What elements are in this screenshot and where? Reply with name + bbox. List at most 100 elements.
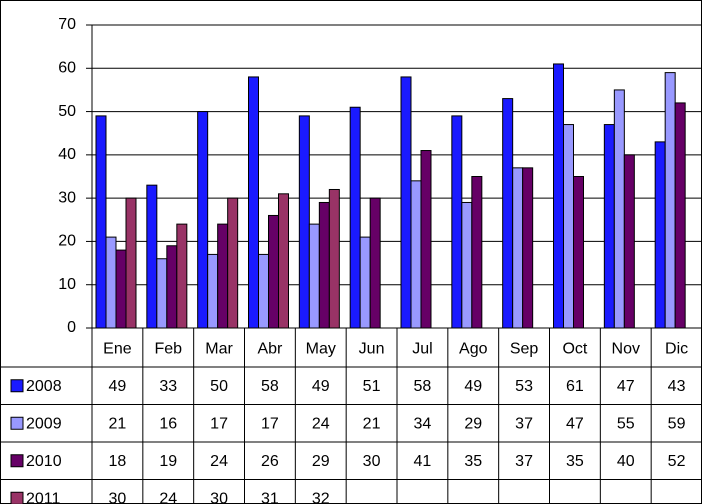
table-cell: 24 [210,453,228,470]
bar [166,245,178,329]
x-tick-label: Jun [359,341,385,358]
bar [553,63,564,329]
table-cell: 55 [617,415,635,432]
table-cell: 53 [515,378,533,395]
table-cell: 33 [159,378,177,395]
table-cell: 59 [668,415,686,432]
table-cell: 58 [414,378,432,395]
table-cell: 52 [668,453,686,470]
bar [95,115,107,329]
table-cell: 32 [312,490,330,504]
table-cell: 29 [464,415,482,432]
bar [227,197,239,329]
bar [278,193,289,329]
table-cell: 37 [515,453,533,470]
bar [156,258,168,329]
x-tick-label: Nov [612,341,640,358]
table-cell: 29 [312,453,330,470]
table-cell: 43 [668,378,686,395]
table-cell: 34 [414,415,432,432]
table-cell: 49 [109,378,127,395]
table-cell: 49 [464,378,482,395]
bar [410,180,422,329]
bar [502,98,514,329]
bar [105,236,117,329]
x-tick-label: Sep [510,341,539,358]
table-cell: 35 [464,453,482,470]
x-tick-label: Abr [257,341,283,358]
table-cell: 17 [261,415,279,432]
table-cell: 16 [159,415,177,432]
legend-label: 2010 [26,453,62,470]
y-tick-label: 30 [58,189,76,206]
y-tick-label: 20 [58,233,76,250]
bar [146,184,158,329]
table-cell: 30 [109,490,127,504]
bar [573,176,584,329]
table-cell: 31 [261,490,279,504]
legend-key [10,491,24,504]
x-tick-label: Ago [459,341,488,358]
bar [115,249,127,329]
bar [471,176,483,329]
bar [197,111,209,329]
table-cell: 19 [159,453,177,470]
legend-key [10,416,24,430]
bar [125,197,137,329]
bar [420,150,432,329]
legend-label: 2011 [26,490,61,504]
table-cell: 40 [617,453,635,470]
bar [603,124,615,329]
y-tick-label: 10 [58,276,76,293]
x-tick-label: Ene [103,341,132,358]
bar [328,188,340,329]
y-tick-label: 0 [67,319,76,336]
bar [623,154,635,329]
table-cell: 61 [566,378,584,395]
table-cell: 21 [109,415,127,432]
bar [349,106,361,329]
bar [522,167,534,329]
bar [176,223,188,329]
bar [207,253,219,329]
y-tick-label: 70 [58,16,76,33]
x-tick-label: May [306,341,336,358]
bar [563,124,574,329]
legend-key [10,454,24,468]
bar [451,115,463,329]
table-cell: 51 [363,378,381,395]
y-tick-label: 60 [58,60,76,77]
table-cell: 26 [261,453,279,470]
table-cell: 49 [312,378,330,395]
bar [258,253,269,329]
table-cell: 35 [566,453,584,470]
bar [461,201,473,329]
table-cell: 18 [109,453,127,470]
x-tick-label: Jul [412,341,432,358]
table-cell: 47 [617,378,635,395]
bar [217,223,229,329]
table-cell: 30 [363,453,381,470]
table-cell: 37 [515,415,533,432]
table-cell: 21 [363,415,381,432]
y-tick-label: 50 [58,103,76,120]
bar [298,115,310,329]
bar [512,167,524,329]
x-tick-label: Mar [205,341,233,358]
y-tick-label: 40 [58,146,76,163]
legend-label: 2009 [26,415,62,432]
x-tick-label: Oct [562,341,587,358]
table-cell: 58 [261,378,279,395]
bar [308,223,320,329]
bar [318,201,330,329]
legend-key [10,379,24,393]
bar [674,102,686,329]
table-cell: 24 [159,490,177,504]
bar [664,72,676,329]
table-cell: 24 [312,415,330,432]
x-tick-label: Feb [154,341,182,358]
legend-label: 2008 [26,378,62,395]
bar [248,76,259,329]
bar [613,89,625,329]
